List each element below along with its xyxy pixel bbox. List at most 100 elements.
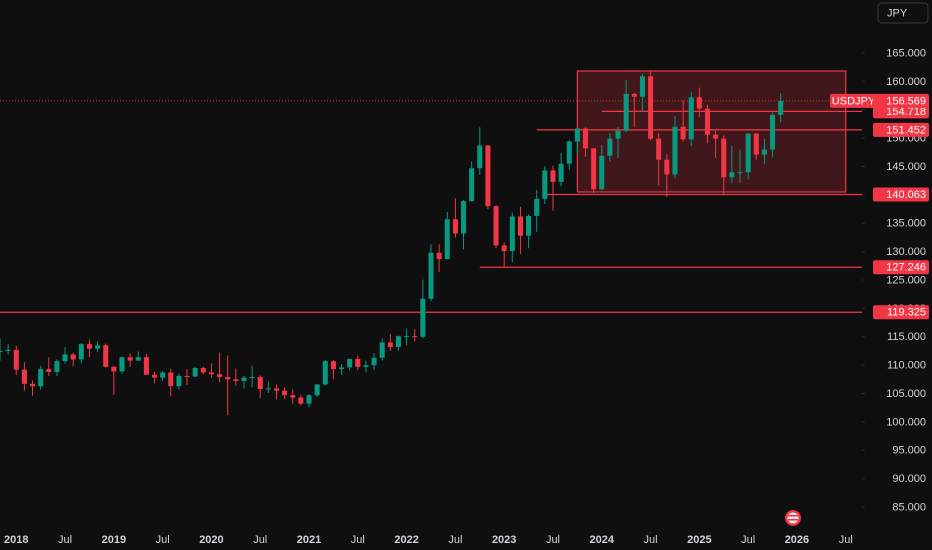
x-tick-label: 2021 bbox=[297, 534, 321, 546]
price-tag bbox=[873, 122, 929, 137]
axis-layer: 85.000 90.000 95.000 100.000 105.000 110.000 1… bbox=[4, 47, 929, 546]
x-tick-label: 2024 bbox=[590, 534, 615, 546]
candle-body bbox=[664, 159, 670, 175]
candle-body bbox=[485, 145, 491, 207]
candle-body bbox=[78, 344, 84, 360]
candle-body bbox=[737, 172, 743, 174]
y-tick-label: 95.000 bbox=[892, 445, 926, 457]
candle-body bbox=[241, 377, 247, 382]
candle-body bbox=[395, 336, 401, 347]
candle-body bbox=[257, 377, 263, 389]
x-tick-label: 2022 bbox=[394, 534, 418, 546]
candle-body bbox=[168, 372, 174, 387]
flag-face[interactable] bbox=[787, 512, 799, 524]
candle-body bbox=[0, 350, 3, 352]
y-tick-label: 90.000 bbox=[892, 473, 926, 485]
flag-icon[interactable] bbox=[785, 510, 801, 526]
candle-body bbox=[550, 170, 556, 182]
candle-body bbox=[387, 342, 393, 347]
flag-stripe[interactable] bbox=[788, 519, 798, 521]
candle-body bbox=[713, 134, 719, 139]
candle-body bbox=[233, 379, 239, 382]
symbol-tag bbox=[830, 93, 877, 108]
candle-body bbox=[127, 357, 133, 361]
currency-label[interactable]: JPY bbox=[887, 7, 908, 19]
candle-body bbox=[623, 93, 629, 131]
candle-body bbox=[217, 374, 223, 378]
candle-body bbox=[566, 141, 572, 164]
price-tag bbox=[873, 104, 929, 119]
candle-body bbox=[298, 397, 304, 404]
candle-body bbox=[452, 219, 458, 234]
candle-body bbox=[615, 130, 621, 139]
candle-body bbox=[322, 361, 328, 385]
candle-body bbox=[778, 100, 784, 115]
candle-body bbox=[30, 383, 36, 387]
candle-body bbox=[62, 354, 68, 362]
candle-body bbox=[526, 215, 532, 236]
candle-body bbox=[770, 114, 776, 150]
price-tag-label: 127.246 bbox=[886, 262, 926, 274]
candle-body bbox=[249, 377, 255, 379]
candle-body bbox=[420, 298, 426, 337]
candle-body bbox=[607, 138, 613, 156]
candles-layer bbox=[0, 70, 784, 416]
candle-body bbox=[517, 216, 523, 236]
candle-body bbox=[119, 357, 125, 372]
y-tick-label: 100.000 bbox=[886, 416, 926, 428]
candle-body bbox=[591, 148, 597, 190]
x-tick-label: 2019 bbox=[102, 534, 126, 546]
candle-body bbox=[265, 388, 271, 390]
price-tag bbox=[873, 260, 929, 275]
candle-body bbox=[404, 336, 410, 338]
x-tick-label: 2018 bbox=[4, 534, 28, 546]
candle-body bbox=[355, 358, 361, 367]
price-tag-label: 156.569 bbox=[886, 95, 926, 107]
price-tag bbox=[873, 187, 929, 202]
x-tick-label: 2025 bbox=[687, 534, 711, 546]
candle-body bbox=[509, 216, 515, 252]
candle-body bbox=[639, 76, 645, 97]
y-tick-label: 130.000 bbox=[886, 246, 926, 258]
y-tick-label: 145.000 bbox=[886, 161, 926, 173]
x-tick-label: Jul bbox=[448, 534, 462, 546]
candle-body bbox=[648, 76, 654, 139]
candle-body bbox=[493, 206, 499, 246]
currency-button-frame[interactable] bbox=[877, 2, 929, 24]
candle-body bbox=[542, 170, 548, 199]
candle-body bbox=[363, 365, 369, 367]
candle-body bbox=[111, 366, 117, 372]
candle-body bbox=[95, 345, 101, 349]
candle-body bbox=[696, 97, 702, 109]
candle-body bbox=[103, 345, 109, 367]
candle-body bbox=[151, 374, 158, 378]
x-tick-label: Jul bbox=[741, 534, 755, 546]
y-tick-label: 125.000 bbox=[886, 274, 926, 286]
levels-layer bbox=[0, 100, 862, 313]
candle-body bbox=[461, 201, 467, 234]
candle-body bbox=[184, 375, 190, 377]
candle-body bbox=[704, 108, 711, 135]
candle-body bbox=[330, 361, 336, 370]
symbol-label: USDJPY bbox=[832, 95, 876, 107]
candle-body bbox=[86, 344, 92, 349]
flag-stripe[interactable] bbox=[788, 515, 798, 517]
price-tag-label: 154.718 bbox=[886, 106, 926, 118]
y-tick-label: 110.000 bbox=[887, 360, 926, 372]
y-tick-label: 115.000 bbox=[887, 331, 926, 343]
candle-body bbox=[477, 145, 483, 169]
x-tick-label: Jul bbox=[253, 534, 267, 546]
candle-body bbox=[13, 349, 19, 370]
zone-layer bbox=[576, 70, 847, 193]
candle-body bbox=[38, 369, 44, 387]
candle-body bbox=[371, 357, 377, 366]
candle-body bbox=[656, 138, 662, 160]
candle-body bbox=[273, 388, 280, 391]
candle-body bbox=[688, 97, 694, 140]
currency-button[interactable]: JPY bbox=[877, 2, 929, 24]
candle-body bbox=[135, 357, 141, 361]
candle-body bbox=[347, 358, 353, 368]
candle-body bbox=[436, 252, 442, 260]
